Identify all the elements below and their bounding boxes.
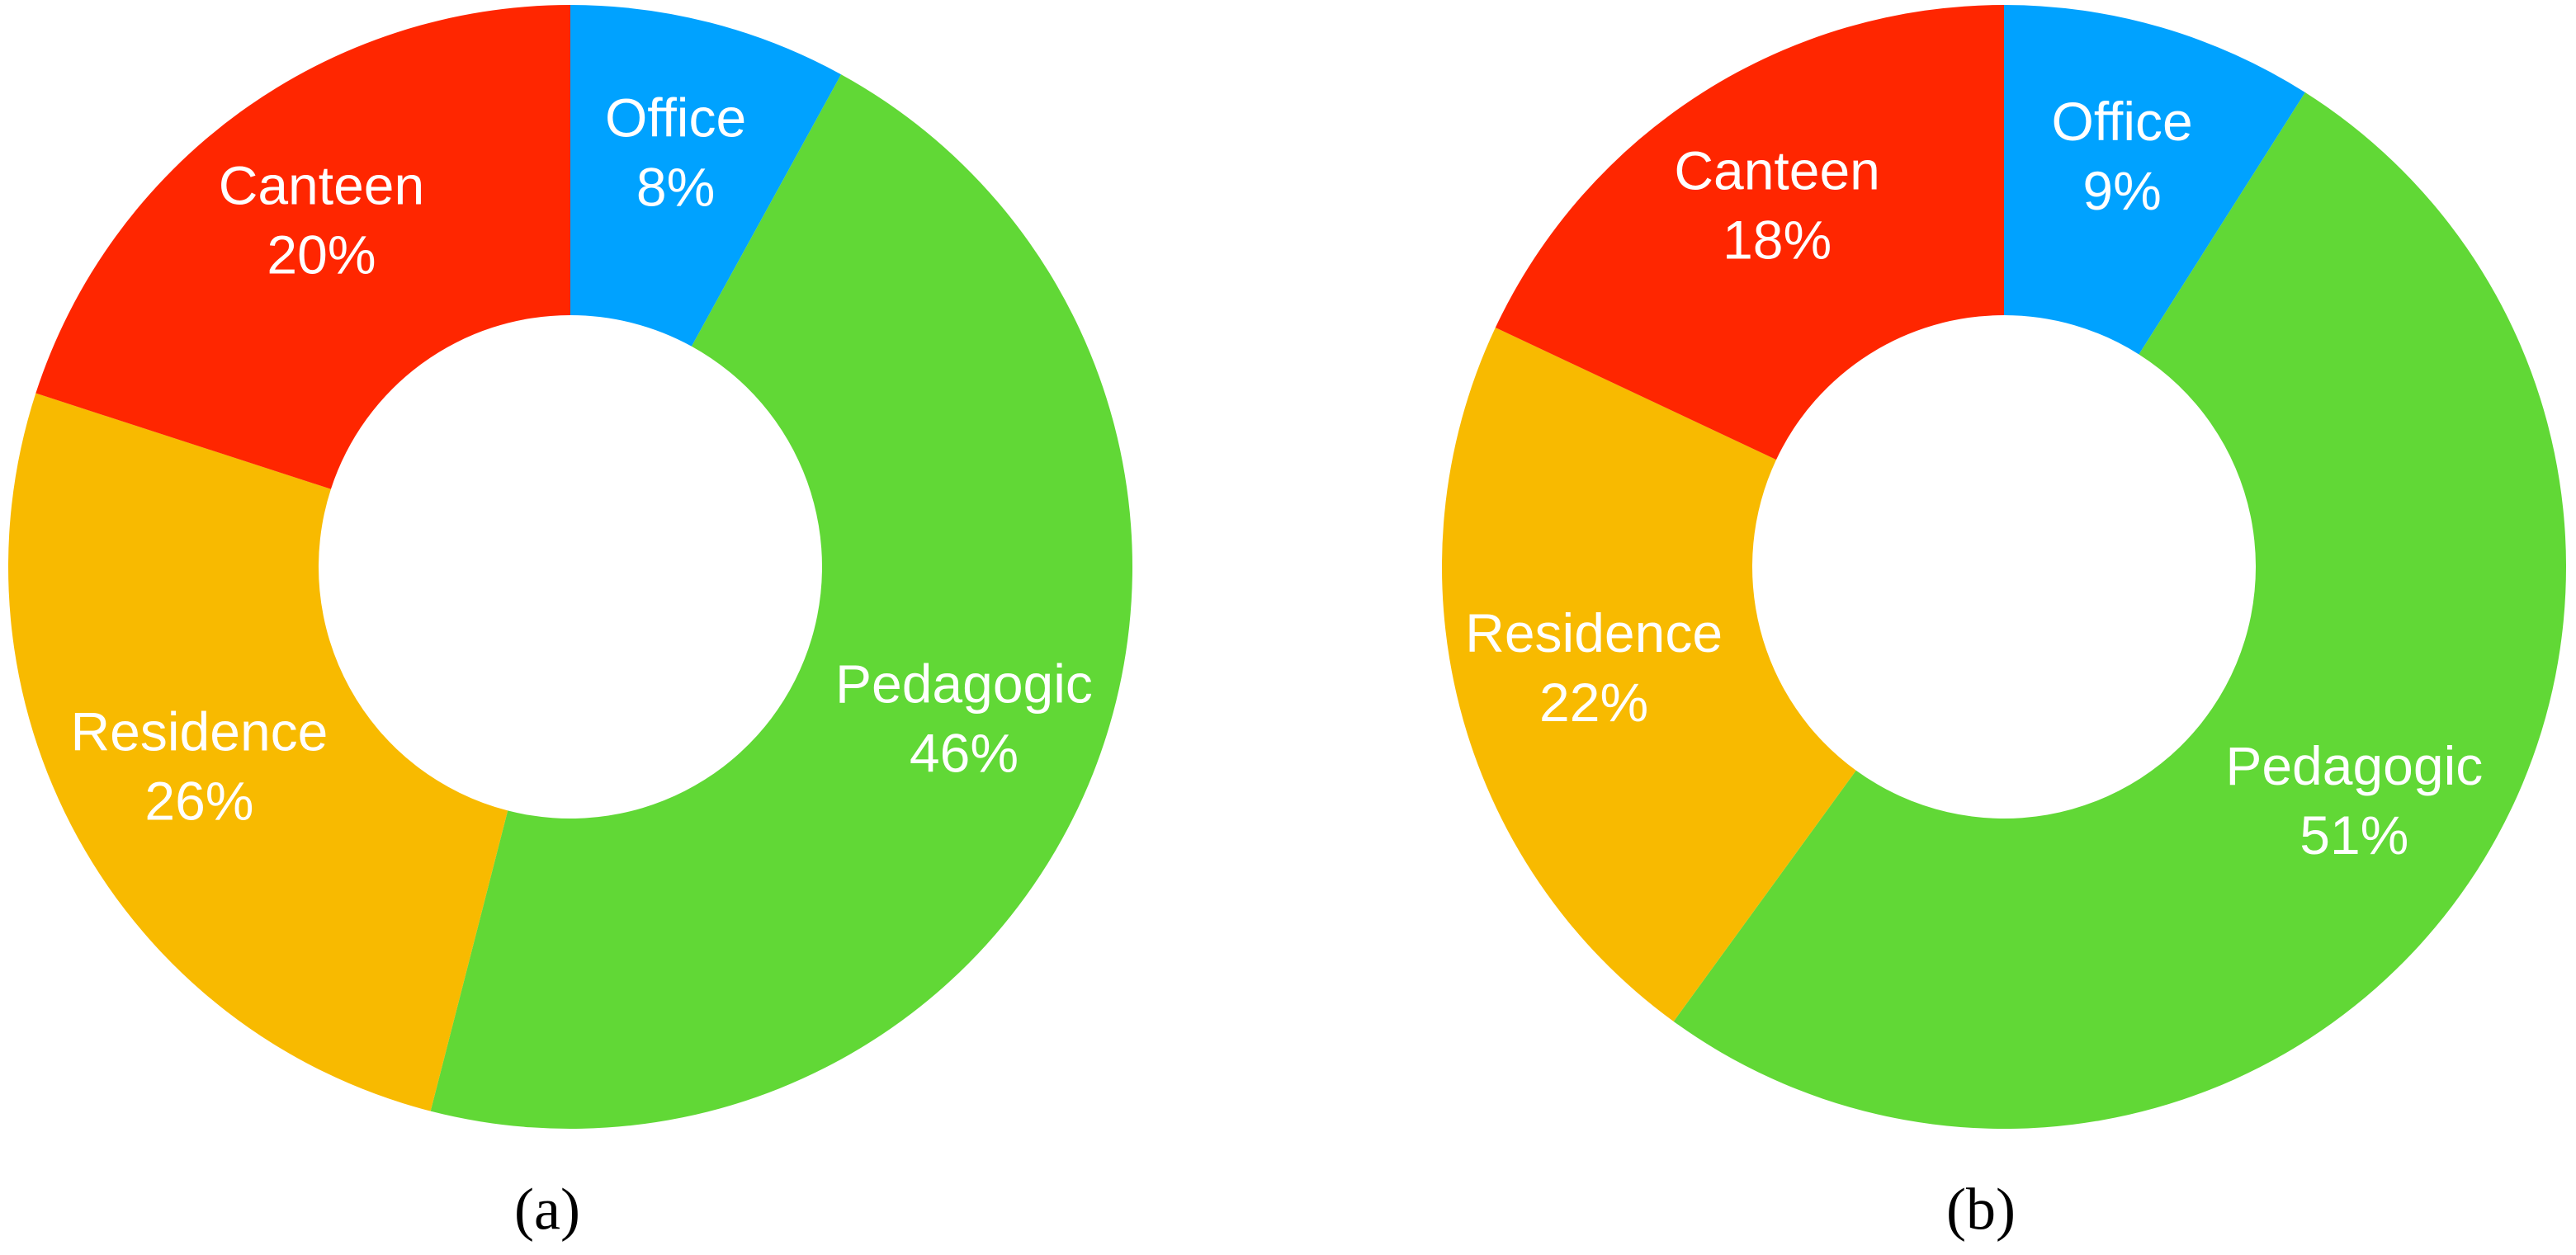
slice-value-label: 26% [144, 771, 253, 832]
slice-value-label: 22% [1539, 672, 1648, 733]
caption: (b) [1946, 1177, 2016, 1243]
slice-value-label: 8% [636, 157, 715, 218]
slice-name: Residence [1465, 602, 1723, 663]
donut-slice [2004, 5, 2305, 355]
slice-name: Office [2052, 91, 2193, 152]
slice-name: Canteen [1674, 139, 1880, 201]
slice-value-label: 46% [910, 722, 1019, 783]
slice-name: Residence [71, 701, 328, 762]
donut-slice [1673, 92, 2567, 1130]
donut-slice [1442, 328, 1856, 1021]
donut-slice [35, 5, 571, 489]
slice-value-label: 18% [1723, 209, 1832, 270]
slice-value-label: 51% [2299, 804, 2408, 866]
donut-slice [570, 5, 842, 347]
donut-chart: Office 9% Pedagogic 51% Residence 22% Canteen 1… [1442, 5, 2567, 1243]
slice-value-label: 9% [2082, 160, 2161, 221]
slice-name: Pedagogic [835, 653, 1093, 714]
slice-name: Canteen [219, 154, 425, 215]
donut-chart: Office 8% Pedagogic 46% Residence 26% Canteen 2… [8, 5, 1132, 1243]
slice-name: Office [605, 87, 746, 149]
donut-slice [8, 393, 508, 1111]
donut-slice [1495, 5, 2004, 460]
slice-name: Pedagogic [2225, 735, 2483, 796]
caption: (a) [514, 1177, 580, 1243]
donut-slice [430, 74, 1132, 1130]
slice-value-label: 20% [267, 224, 376, 285]
